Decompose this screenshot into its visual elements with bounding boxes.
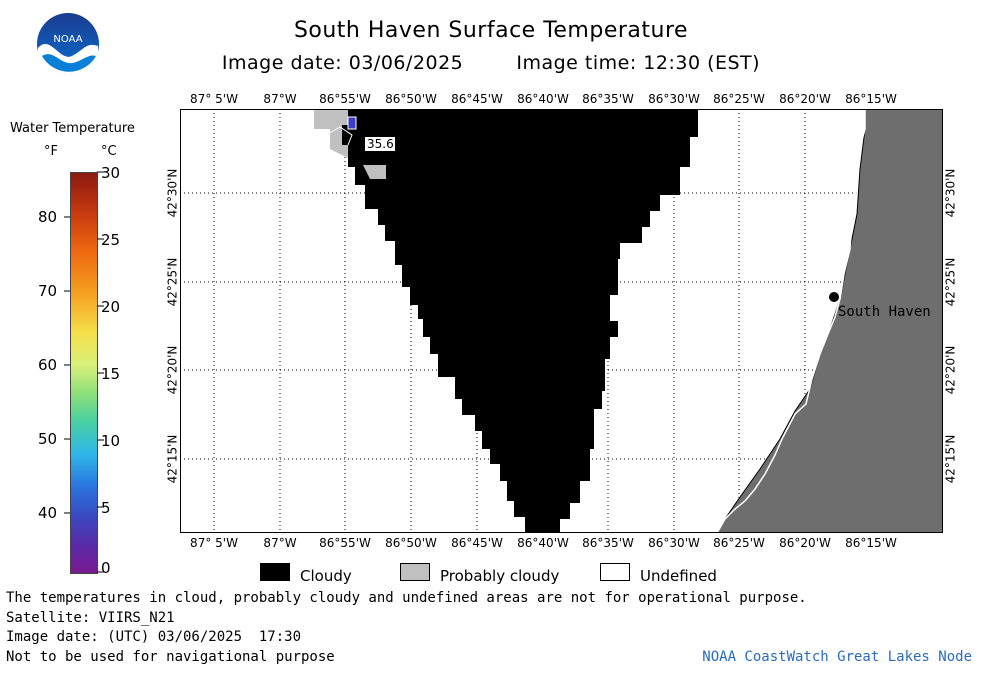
unit-fahrenheit: °F: [44, 144, 58, 159]
image-date: Image date: 03/06/2025: [221, 52, 464, 74]
credit-link[interactable]: NOAA CoastWatch Great Lakes Node: [702, 649, 972, 665]
city-label: South Haven: [838, 304, 931, 320]
legend-cloudy: Cloudy: [300, 567, 352, 585]
utc-date: Image date: (UTC) 03/06/2025 17:30: [6, 629, 302, 645]
f-tick: 60: [38, 356, 58, 374]
lon-label: 86°50'W: [385, 536, 437, 550]
lon-label: 86°55'W: [319, 536, 371, 550]
lon-label: 86°35'W: [582, 536, 634, 550]
lon-label: 86°55'W: [319, 92, 371, 106]
lon-label: 86°45'W: [451, 536, 503, 550]
legend-swatch-cloudy: [260, 563, 290, 581]
legend-swatch-probably-cloudy: [400, 563, 430, 581]
temp-annotation: 35.6: [367, 137, 394, 151]
nav-warning: Not to be used for navigational purpose: [6, 649, 335, 665]
lon-label: 86°40'W: [517, 92, 569, 106]
lon-label: 86°30'W: [648, 536, 700, 550]
water-pixel: [347, 116, 357, 130]
c-tick: 15: [101, 365, 121, 383]
lon-label: 86°25'W: [713, 92, 765, 106]
temperature-map: 35.6 South Haven: [180, 109, 943, 533]
legend-swatch-undefined: [600, 563, 630, 581]
c-tick: 25: [101, 231, 121, 249]
image-time: Image time: 12:30 (EST): [516, 52, 761, 74]
c-tick: 0: [101, 559, 111, 577]
land-area: [716, 109, 943, 533]
legend-undefined: Undefined: [640, 567, 717, 585]
lat-label: 42°15'N: [943, 434, 958, 484]
page-title: South Haven Surface Temperature: [293, 18, 689, 43]
c-tick: 30: [101, 164, 121, 182]
f-tick: 50: [38, 430, 58, 448]
lat-label: 42°20'N: [165, 345, 180, 395]
colorbar: [70, 172, 98, 574]
cloud-area: [342, 109, 698, 533]
legend-probably-cloudy: Probably cloudy: [440, 567, 560, 585]
lat-label: 42°15'N: [165, 434, 180, 484]
lon-label: 86°20'W: [779, 92, 831, 106]
colorbar-ticks: [64, 171, 104, 573]
lat-label: 42°30'N: [943, 168, 958, 218]
f-tick: 70: [38, 282, 58, 300]
lat-label: 42°30'N: [165, 168, 180, 218]
c-tick: 20: [101, 298, 121, 316]
city-marker: [829, 292, 839, 302]
lat-label: 42°25'N: [943, 257, 958, 307]
c-tick: 10: [101, 432, 121, 450]
f-tick: 40: [38, 504, 58, 522]
lon-label: 87° 5'W: [190, 92, 238, 106]
lon-label: 87°W: [263, 536, 297, 550]
lat-label: 42°25'N: [165, 257, 180, 307]
noaa-logo: NOAA: [37, 13, 99, 76]
satellite-info: Satellite: VIIRS_N21: [6, 610, 175, 626]
lon-label: 86°45'W: [451, 92, 503, 106]
lon-label: 86°15'W: [845, 92, 897, 106]
disclaimer: The temperatures in cloud, probably clou…: [6, 590, 807, 606]
lon-label: 86°25'W: [713, 536, 765, 550]
logo-text: NOAA: [53, 34, 82, 45]
lon-label: 86°15'W: [845, 536, 897, 550]
lon-label: 86°30'W: [648, 92, 700, 106]
lon-label: 86°40'W: [517, 536, 569, 550]
unit-celsius: °C: [101, 144, 117, 159]
c-tick: 5: [101, 499, 111, 517]
f-tick: 80: [38, 208, 58, 226]
temp-annotation-box: [365, 137, 395, 151]
lat-label: 42°20'N: [943, 345, 958, 395]
lon-label: 86°20'W: [779, 536, 831, 550]
lon-label: 86°50'W: [385, 92, 437, 106]
colorbar-title: Water Temperature: [10, 121, 135, 136]
lon-label: 86°35'W: [582, 92, 634, 106]
image-date-time: Image date: 03/06/2025 Image time: 12:30…: [0, 52, 982, 74]
lon-label: 87° 5'W: [190, 536, 238, 550]
lon-label: 87°W: [263, 92, 297, 106]
